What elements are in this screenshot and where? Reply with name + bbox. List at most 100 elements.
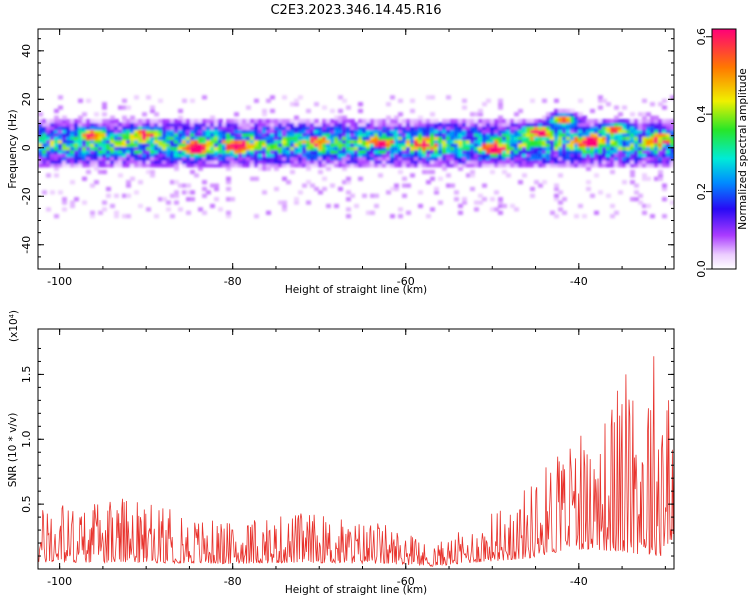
heatmap-cell xyxy=(202,139,207,144)
heatmap-cell xyxy=(490,146,495,151)
heatmap-cell xyxy=(210,122,215,127)
heatmap-cell xyxy=(94,119,99,124)
heatmap-cell xyxy=(218,207,223,212)
heatmap-cell xyxy=(86,163,91,168)
heatmap-cell xyxy=(394,132,399,137)
heatmap-cell xyxy=(334,119,339,124)
heatmap-cell xyxy=(42,129,47,134)
heatmap-cell xyxy=(430,129,435,134)
heatmap-cell xyxy=(58,139,63,144)
heatmap-cell xyxy=(370,149,375,154)
heatmap-cell xyxy=(666,142,671,147)
heatmap-cell xyxy=(166,149,171,154)
heatmap-cell xyxy=(534,163,539,168)
heatmap-cell xyxy=(302,153,307,158)
heatmap-cell xyxy=(270,156,275,161)
heatmap-cell xyxy=(550,136,555,141)
heatmap-cell xyxy=(510,203,515,209)
heatmap-cell xyxy=(590,139,595,144)
heatmap-cell xyxy=(394,163,399,168)
heatmap-cell xyxy=(650,139,655,144)
heatmap-cell xyxy=(498,142,503,147)
heatmap-cell xyxy=(190,159,195,164)
heatmap-cell xyxy=(98,146,103,151)
heatmap-cell xyxy=(502,129,507,134)
heatmap-cell xyxy=(382,129,387,134)
heatmap-cell xyxy=(354,129,359,134)
heatmap-cell xyxy=(186,142,191,147)
heatmap-cell xyxy=(654,159,659,164)
heatmap-cell xyxy=(486,129,491,134)
heatmap-cell xyxy=(498,105,503,110)
heatmap-cell xyxy=(118,139,123,144)
heatmap-cell xyxy=(230,156,235,161)
heatmap-cell xyxy=(490,129,495,134)
heatmap-cell xyxy=(62,146,67,151)
heatmap-cell xyxy=(254,125,259,130)
heatmap-cell xyxy=(38,119,43,124)
heatmap-cell xyxy=(434,129,439,134)
heatmap-cell xyxy=(118,129,123,134)
heatmap-cell xyxy=(578,112,583,117)
heatmap-cell xyxy=(486,156,491,161)
heatmap-cell xyxy=(362,125,367,130)
heatmap-cell xyxy=(290,132,295,137)
heatmap-cell xyxy=(510,132,515,137)
heatmap-cell xyxy=(486,159,491,164)
heatmap-cell xyxy=(570,149,575,154)
heatmap-cell xyxy=(302,122,307,127)
heatmap-cell xyxy=(94,156,99,161)
heatmap-cell xyxy=(62,125,67,130)
heatmap-cell xyxy=(186,139,191,144)
heatmap-cell xyxy=(46,153,51,158)
heatmap-cell xyxy=(562,142,567,147)
heatmap-cell xyxy=(398,207,403,212)
heatmap-cell xyxy=(438,122,443,127)
heatmap-cell xyxy=(630,122,635,127)
heatmap-cell xyxy=(634,136,639,141)
heatmap-cell xyxy=(66,153,71,158)
heatmap-cell xyxy=(178,136,183,141)
heatmap-cell xyxy=(150,173,155,178)
heatmap-cell xyxy=(234,119,239,124)
heatmap-cell xyxy=(126,146,131,151)
heatmap-cell xyxy=(446,173,451,178)
heatmap-cell xyxy=(494,146,499,151)
heatmap-cell xyxy=(162,139,167,144)
heatmap-cell xyxy=(346,149,351,154)
heatmap-cell xyxy=(66,146,71,151)
heatmap-cell xyxy=(362,142,367,147)
heatmap-cell xyxy=(318,129,323,134)
heatmap-cell xyxy=(590,119,595,124)
heatmap-cell xyxy=(542,122,547,127)
heatmap-cell xyxy=(566,163,571,168)
heatmap-cell xyxy=(138,129,143,134)
heatmap-cell xyxy=(670,159,674,164)
heatmap-cell xyxy=(334,149,339,154)
heatmap-cell xyxy=(266,146,271,151)
heatmap-cell xyxy=(170,214,175,219)
heatmap-cell xyxy=(66,136,71,141)
heatmap-cell xyxy=(670,142,674,147)
heatmap-cell xyxy=(414,136,419,141)
heatmap-cell xyxy=(434,159,439,164)
heatmap-cell xyxy=(574,119,579,124)
heatmap-cell xyxy=(514,125,519,130)
heatmap-cell xyxy=(566,108,571,114)
heatmap-cell xyxy=(538,159,543,164)
heatmap-cell xyxy=(642,112,647,117)
heatmap-cell xyxy=(634,183,639,188)
heatmap-cell xyxy=(230,163,235,168)
heatmap-cell xyxy=(122,149,127,154)
heatmap-cell xyxy=(70,180,75,185)
heatmap-cell xyxy=(518,159,523,164)
heatmap-cell xyxy=(154,149,159,154)
heatmap-cell xyxy=(442,163,447,168)
heatmap-cell xyxy=(262,146,267,151)
heatmap-cell xyxy=(482,125,487,130)
heatmap-cell xyxy=(310,163,315,168)
heatmap-cell xyxy=(114,153,119,158)
heatmap-cell xyxy=(358,108,363,114)
heatmap-cell xyxy=(598,105,603,110)
heatmap-cell xyxy=(434,132,439,137)
